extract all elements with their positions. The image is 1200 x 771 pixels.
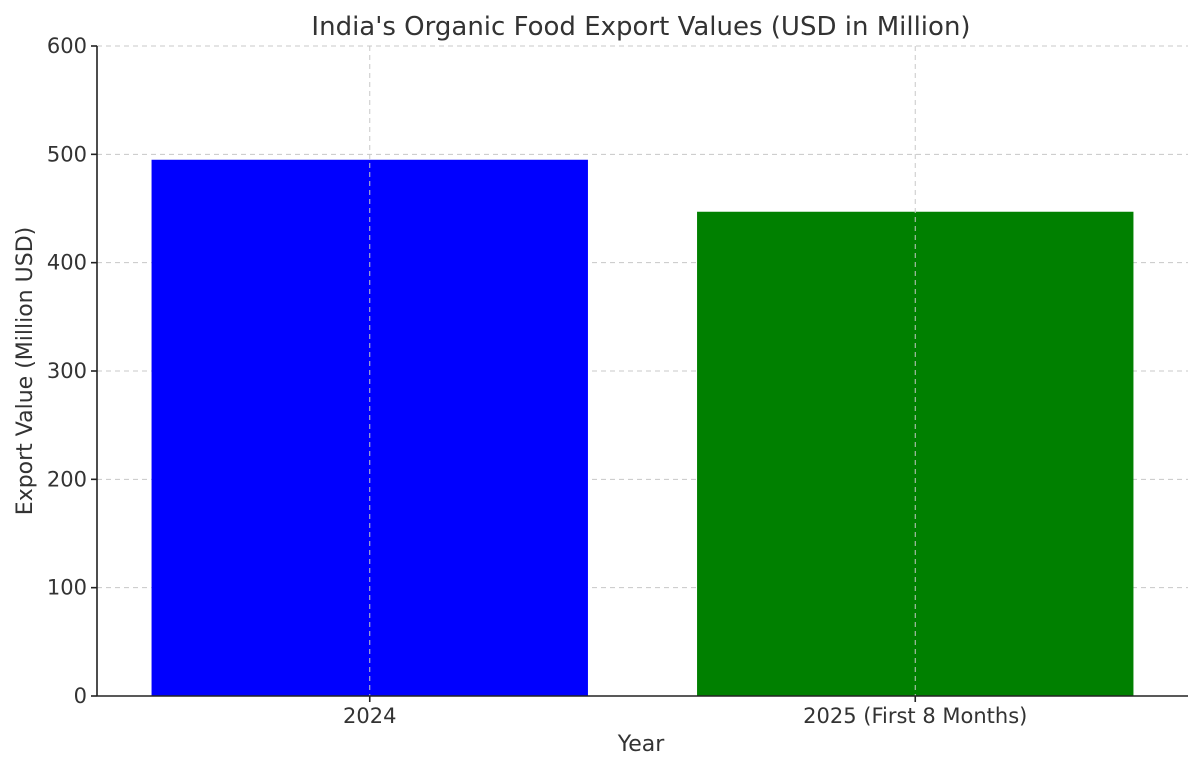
vertical-grid-lines	[369, 46, 916, 696]
bars	[151, 159, 1134, 696]
x-tick-label: 2025 (First 8 Months)	[803, 704, 1027, 728]
y-tick-label: 100	[47, 576, 87, 600]
y-tick-labels: 0 100 200 300 400 500 600	[47, 34, 97, 708]
x-tick-labels: 2024 2025 (First 8 Months)	[343, 696, 1027, 728]
y-tick-label: 200	[47, 467, 87, 491]
y-tick-label: 300	[47, 359, 87, 383]
y-axis-label: Export Value (Million USD)	[13, 227, 38, 515]
x-axis-label: Year	[617, 732, 666, 757]
y-tick-label: 0	[74, 684, 87, 708]
y-tick-label: 600	[47, 34, 87, 58]
x-tick-label: 2024	[343, 704, 396, 728]
y-tick-label: 400	[47, 251, 87, 275]
y-tick-label: 500	[47, 142, 87, 166]
chart-title: India's Organic Food Export Values (USD …	[311, 12, 970, 42]
